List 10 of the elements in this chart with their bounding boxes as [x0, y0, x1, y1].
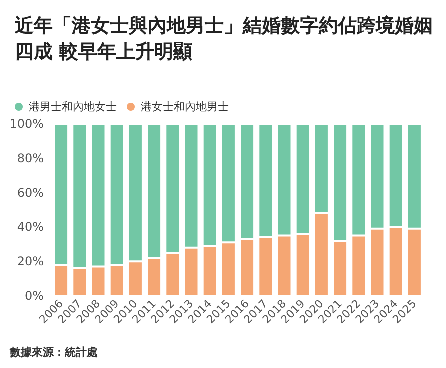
- legend-label: 港男士和內地女士: [29, 100, 117, 114]
- y-tick-label: 40%: [17, 220, 44, 234]
- legend-label: 港女士和內地男士: [141, 100, 229, 114]
- y-tick-label: 20%: [17, 254, 44, 269]
- chart-title: 近年「港女士與內地男士」結婚數字約佔跨境婚姻四成 較早年上升明顯: [14, 15, 433, 63]
- text: 數據來源：統計處: [9, 346, 98, 359]
- y-tick-label: 80%: [17, 151, 44, 166]
- y-tick-label: 0%: [24, 289, 44, 303]
- y-tick-label: 60%: [17, 186, 44, 200]
- y-tick-label: 100%: [10, 117, 44, 131]
